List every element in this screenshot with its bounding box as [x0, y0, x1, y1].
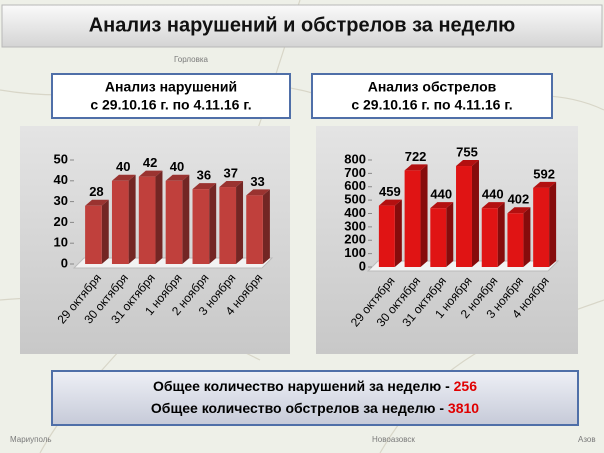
y-tick-label: 700 — [344, 165, 366, 180]
bar-side — [155, 170, 163, 264]
bar — [138, 176, 156, 264]
bar — [219, 187, 237, 264]
bar-side — [209, 183, 217, 264]
bar-top — [533, 181, 557, 188]
bar — [246, 195, 263, 264]
summary-value: 256 — [454, 378, 478, 394]
y-tick-label: 0 — [359, 258, 366, 273]
map-label: Мариуполь — [10, 435, 52, 444]
bar-top — [404, 164, 428, 171]
summary-line: Общее количество нарушений за неделю - 2… — [153, 378, 477, 394]
bar-side — [420, 164, 428, 267]
map-label: Азов — [578, 435, 596, 444]
bar-top — [378, 199, 402, 206]
bar-top — [165, 174, 190, 181]
bar — [111, 180, 129, 264]
chart-title: Анализ нарушений — [105, 79, 237, 95]
data-label: 440 — [430, 187, 452, 202]
summary-box — [51, 370, 579, 426]
y-tick-label: 500 — [344, 192, 366, 207]
bar — [192, 189, 210, 264]
bar-side — [523, 207, 531, 267]
data-label: 33 — [250, 174, 264, 189]
bar — [456, 166, 472, 267]
data-label: 28 — [89, 184, 103, 199]
page-title: Анализ нарушений и обстрелов за неделю — [89, 14, 516, 36]
y-tick-label: 600 — [344, 178, 366, 193]
y-tick-label: 40 — [54, 172, 68, 187]
map-label: Новоазовск — [372, 435, 415, 444]
data-label: 42 — [143, 155, 157, 170]
y-tick-label: 0 — [61, 255, 68, 270]
y-tick-label: 30 — [54, 193, 68, 208]
y-tick-label: 10 — [54, 235, 68, 250]
bar — [507, 213, 524, 267]
bar — [481, 208, 498, 267]
data-label: 592 — [533, 166, 555, 181]
bar-side — [236, 181, 244, 264]
bar-side — [471, 160, 479, 267]
y-tick-label: 100 — [344, 245, 366, 260]
bar-side — [446, 202, 454, 267]
bar-top — [219, 181, 244, 188]
chart-title: Анализ обстрелов — [368, 79, 497, 95]
y-tick-label: 300 — [344, 218, 366, 233]
data-label: 40 — [116, 159, 130, 174]
summary-value: 3810 — [448, 400, 479, 416]
bar — [165, 180, 183, 264]
y-tick-label: 400 — [344, 205, 366, 220]
bar — [404, 170, 421, 267]
bar-top — [430, 202, 454, 209]
y-tick-label: 50 — [54, 151, 68, 166]
data-label: 40 — [170, 159, 184, 174]
bar-side — [262, 189, 270, 264]
bar-top — [456, 160, 479, 167]
title-box — [1, 4, 603, 48]
bar — [430, 208, 447, 267]
summary-line: Общее количество обстрелов за неделю - 3… — [151, 400, 479, 416]
bar-top — [85, 199, 109, 206]
chart-subtitle: с 29.10.16 г. по 4.11.16 г. — [90, 97, 251, 113]
bar-top — [507, 207, 531, 214]
bar-side — [497, 202, 505, 267]
data-label: 440 — [482, 187, 504, 202]
data-label: 402 — [508, 192, 530, 207]
data-label: 37 — [223, 165, 237, 180]
bar-top — [246, 189, 270, 196]
subtitle-box — [51, 73, 291, 119]
summary-text: Общее количество обстрелов за неделю - — [151, 400, 448, 416]
bar-top — [138, 170, 163, 177]
bar-side — [549, 181, 557, 267]
bar-side — [128, 174, 136, 264]
bar-top — [192, 183, 217, 190]
map-labels: Горловка Мариуполь Новоазовск Азов — [10, 55, 596, 444]
bar-side — [394, 199, 402, 267]
data-label: 755 — [456, 144, 478, 159]
bar — [533, 187, 550, 267]
subtitle-box — [311, 73, 553, 119]
bar — [378, 205, 395, 267]
bar-side — [101, 199, 109, 264]
summary-text: Общее количество нарушений за неделю - — [153, 378, 454, 394]
map-label: Горловка — [174, 55, 209, 64]
y-tick-label: 200 — [344, 232, 366, 247]
bar — [85, 205, 102, 264]
y-tick-label: 800 — [344, 151, 366, 166]
chart-subtitle: с 29.10.16 г. по 4.11.16 г. — [351, 97, 512, 113]
data-label: 459 — [379, 184, 401, 199]
y-tick-label: 20 — [54, 214, 68, 229]
data-label: 36 — [197, 168, 211, 183]
data-label: 722 — [405, 149, 427, 164]
bar-top — [481, 202, 505, 209]
bar-top — [111, 174, 136, 181]
bar-side — [182, 174, 190, 264]
